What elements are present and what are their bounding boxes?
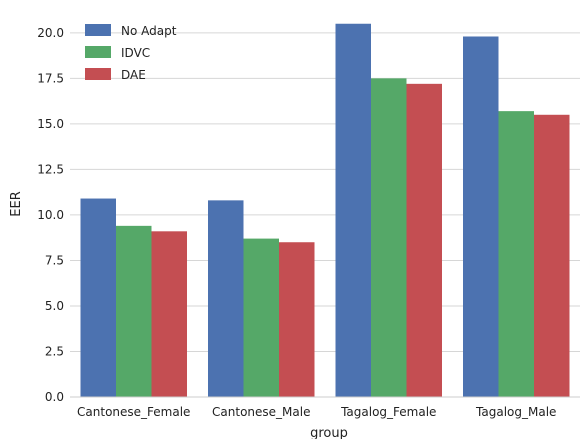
legend-label: IDVC (121, 46, 150, 60)
bar-no-adapt-tagalog_female (335, 23, 371, 398)
x-tick-labels: Cantonese_Female Cantonese_Male Tagalog_Fe… (77, 405, 556, 419)
x-tick-label: Tagalog_Male (475, 405, 556, 419)
bar-dae-tagalog_female (406, 83, 442, 397)
bar-dae-tagalog_male (534, 114, 570, 397)
bar-dae-cantonese_male (279, 242, 315, 397)
y-tick-label: 0.0 (45, 390, 64, 404)
y-axis-label: EER (9, 191, 24, 216)
y-tick-label: 2.5 (45, 344, 64, 358)
x-tick-label: Cantonese_Male (212, 405, 310, 419)
y-tick-label: 10.0 (37, 208, 64, 222)
y-tick-label: 5.0 (45, 299, 64, 313)
legend-swatch (85, 68, 111, 80)
legend-label: No Adapt (121, 24, 177, 38)
bar-idvc-tagalog_female (371, 78, 407, 398)
legend-label: DAE (121, 68, 146, 82)
bar-idvc-tagalog_male (498, 111, 534, 397)
bar-dae-cantonese_female (151, 231, 187, 397)
x-tick-label: Cantonese_Female (77, 405, 190, 419)
y-tick-label: 7.5 (45, 253, 64, 267)
bar-no-adapt-cantonese_male (208, 200, 244, 397)
bar-no-adapt-tagalog_male (463, 36, 499, 397)
bar-idvc-cantonese_female (116, 225, 152, 397)
bar-no-adapt-cantonese_female (80, 198, 116, 397)
bar-idvc-cantonese_male (243, 238, 279, 397)
bars (80, 23, 570, 398)
legend: No Adapt IDVC DAE (85, 24, 177, 82)
x-tick-label: Tagalog_Female (340, 405, 436, 419)
y-tick-label: 20.0 (37, 26, 64, 40)
y-tick-label: 15.0 (37, 117, 64, 131)
y-tick-label: 17.5 (37, 71, 64, 85)
legend-swatch (85, 24, 111, 36)
legend-swatch (85, 46, 111, 58)
y-tick-label: 12.5 (37, 162, 64, 176)
x-axis-label: group (310, 426, 348, 439)
y-tick-labels: 0.0 2.5 5.0 7.5 10.0 12.5 15.0 17.5 20.0 (37, 26, 64, 404)
